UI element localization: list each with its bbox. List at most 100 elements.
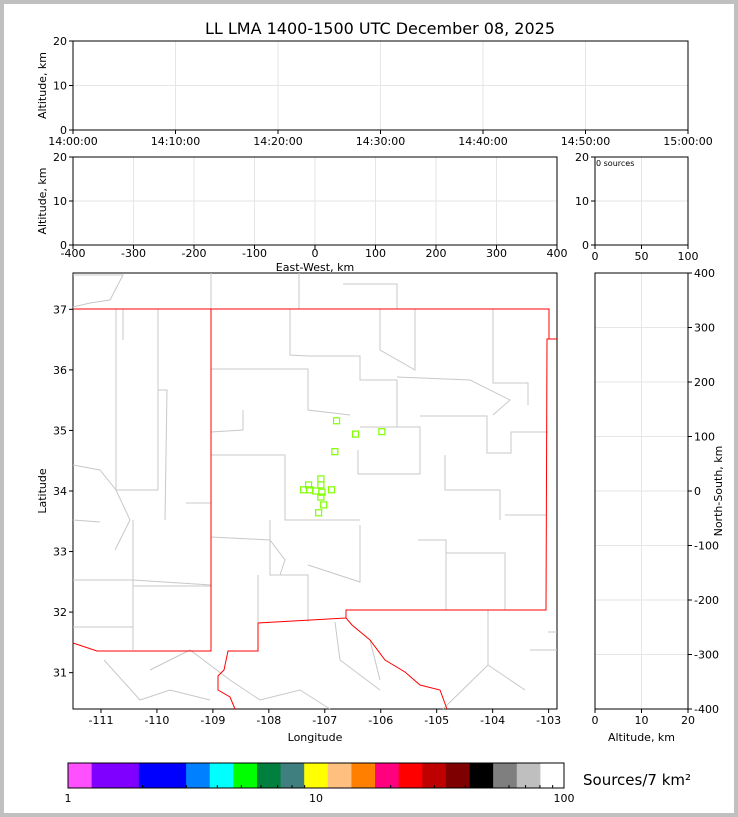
- colorbar-segment: [256, 763, 282, 788]
- colorbar-segment: [209, 763, 234, 788]
- y-tick-label: 34: [53, 485, 67, 498]
- county-border: [72, 274, 124, 308]
- border-mexico: [217, 617, 347, 710]
- x-tick-label: -104: [480, 714, 505, 727]
- y-tick-label: 32: [53, 606, 67, 619]
- colorbar-segment: [280, 763, 305, 788]
- y-axis-label: Latitude: [36, 468, 49, 514]
- x-tick-label: 0: [592, 250, 599, 263]
- y-tick-label: 33: [53, 546, 67, 559]
- colorbar-segment: [138, 763, 163, 788]
- colorbar-tick-label: 10: [309, 792, 323, 805]
- x-axis-label: Altitude, km: [608, 731, 675, 744]
- colorbar-segment: [233, 763, 258, 788]
- lightning-source-marker: [331, 448, 339, 456]
- colorbar-segment: [351, 763, 376, 788]
- county-border: [446, 552, 506, 610]
- county-border: [210, 410, 244, 433]
- y-tick-label: -300: [694, 649, 719, 662]
- county-border: [115, 309, 159, 491]
- y-tick-label: 20: [53, 151, 67, 164]
- lightning-source-marker: [327, 486, 336, 494]
- plan-view-panel: -111 -110 -109 -108 -107 -106 -105 -104 -103 31 32…: [36, 272, 561, 744]
- x-tick-label: 14:30:00: [356, 135, 405, 148]
- y-tick-label: 10: [53, 195, 67, 208]
- x-tick-label: -107: [312, 714, 337, 727]
- y-tick-label: 0: [694, 485, 701, 498]
- axes-frame: [72, 40, 689, 131]
- colorbar-segment: [162, 763, 187, 788]
- lma-figure: LL LMA 1400-1500 UTC December 08, 2025 1…: [36, 19, 726, 805]
- lightning-source-marker: [315, 509, 323, 517]
- state-border: [345, 338, 549, 710]
- y-tick-label: 31: [53, 667, 67, 680]
- colorbar-segment: [304, 763, 329, 788]
- lightning-source-marker: [317, 481, 325, 489]
- colorbar-segment: [422, 763, 447, 788]
- y-tick-label: 400: [694, 267, 715, 280]
- lightning-source-marker: [318, 488, 326, 496]
- x-tick-label: 400: [547, 247, 568, 260]
- county-border: [72, 519, 101, 523]
- colorbar: 1 10 100: [65, 762, 575, 805]
- lightning-source-marker: [317, 475, 325, 483]
- x-tick-label: -111: [88, 714, 113, 727]
- y-tick-label: 0: [60, 124, 67, 137]
- x-tick-label: -109: [200, 714, 225, 727]
- y-tick-label: 300: [694, 322, 715, 335]
- county-border: [211, 454, 360, 521]
- histogram-panel: 0 50 100 0 10 20 0 sources: [575, 151, 699, 263]
- axes-frame: [594, 156, 689, 246]
- county-border: [343, 283, 398, 309]
- county-border: [420, 415, 548, 454]
- x-tick-label: 100: [678, 250, 699, 263]
- x-tick-label: 14:10:00: [151, 135, 200, 148]
- county-border: [103, 659, 211, 701]
- axes-frame: [72, 272, 558, 710]
- ns-height-panel: 0 10 20-400 -300 -200 -100 0 100 200 300 400 Altitu…: [592, 267, 726, 744]
- lightning-source-marker: [378, 428, 386, 436]
- lightning-source-marker: [304, 481, 313, 489]
- axes-frame: [594, 272, 689, 710]
- y-tick-label: 10: [53, 80, 67, 93]
- x-tick-label: -103: [536, 714, 561, 727]
- colorbar-segment: [540, 763, 565, 788]
- colorbar-segment: [469, 763, 494, 788]
- colorbar-segment: [91, 763, 116, 788]
- x-tick-label: -106: [368, 714, 393, 727]
- x-tick-label: 10: [635, 714, 649, 727]
- y-tick-label: 37: [53, 303, 67, 316]
- y-tick-label: -100: [694, 540, 719, 553]
- county-border: [149, 649, 331, 710]
- x-tick-label: 100: [365, 247, 386, 260]
- y-tick-label: 0: [582, 239, 589, 252]
- x-tick-label: 14:50:00: [561, 135, 610, 148]
- y-tick-label: 20: [575, 151, 589, 164]
- colorbar-tick-label: 1: [65, 792, 72, 805]
- x-axis-label: Longitude: [288, 731, 343, 744]
- time-height-panel: 14:00:00 14:10:00 14:20:00 14:30:00 14:40:00…: [36, 35, 713, 148]
- y-tick-label: 36: [53, 364, 67, 377]
- county-border: [442, 664, 526, 710]
- colorbar-label: Sources/7 km²: [583, 771, 691, 789]
- x-tick-label: 0: [312, 247, 319, 260]
- x-tick-label: 200: [426, 247, 447, 260]
- x-tick-label: -105: [424, 714, 449, 727]
- x-tick-label: 14:20:00: [253, 135, 302, 148]
- x-tick-label: 14:00:00: [48, 135, 97, 148]
- figure-title: LL LMA 1400-1500 UTC December 08, 2025: [205, 19, 555, 38]
- county-border: [308, 355, 398, 427]
- y-tick-label: 0: [60, 239, 67, 252]
- axes-frame: [72, 156, 558, 246]
- x-tick-label: 300: [486, 247, 507, 260]
- county-border: [444, 455, 501, 520]
- colorbar-segment: [327, 763, 352, 788]
- county-border: [379, 309, 416, 371]
- county-border: [289, 309, 309, 357]
- county-border: [396, 376, 511, 416]
- county-border: [269, 520, 309, 622]
- lightning-source-marker: [351, 430, 360, 438]
- county-border: [73, 579, 212, 586]
- x-tick-label: -110: [144, 714, 169, 727]
- colorbar-segment: [115, 763, 140, 788]
